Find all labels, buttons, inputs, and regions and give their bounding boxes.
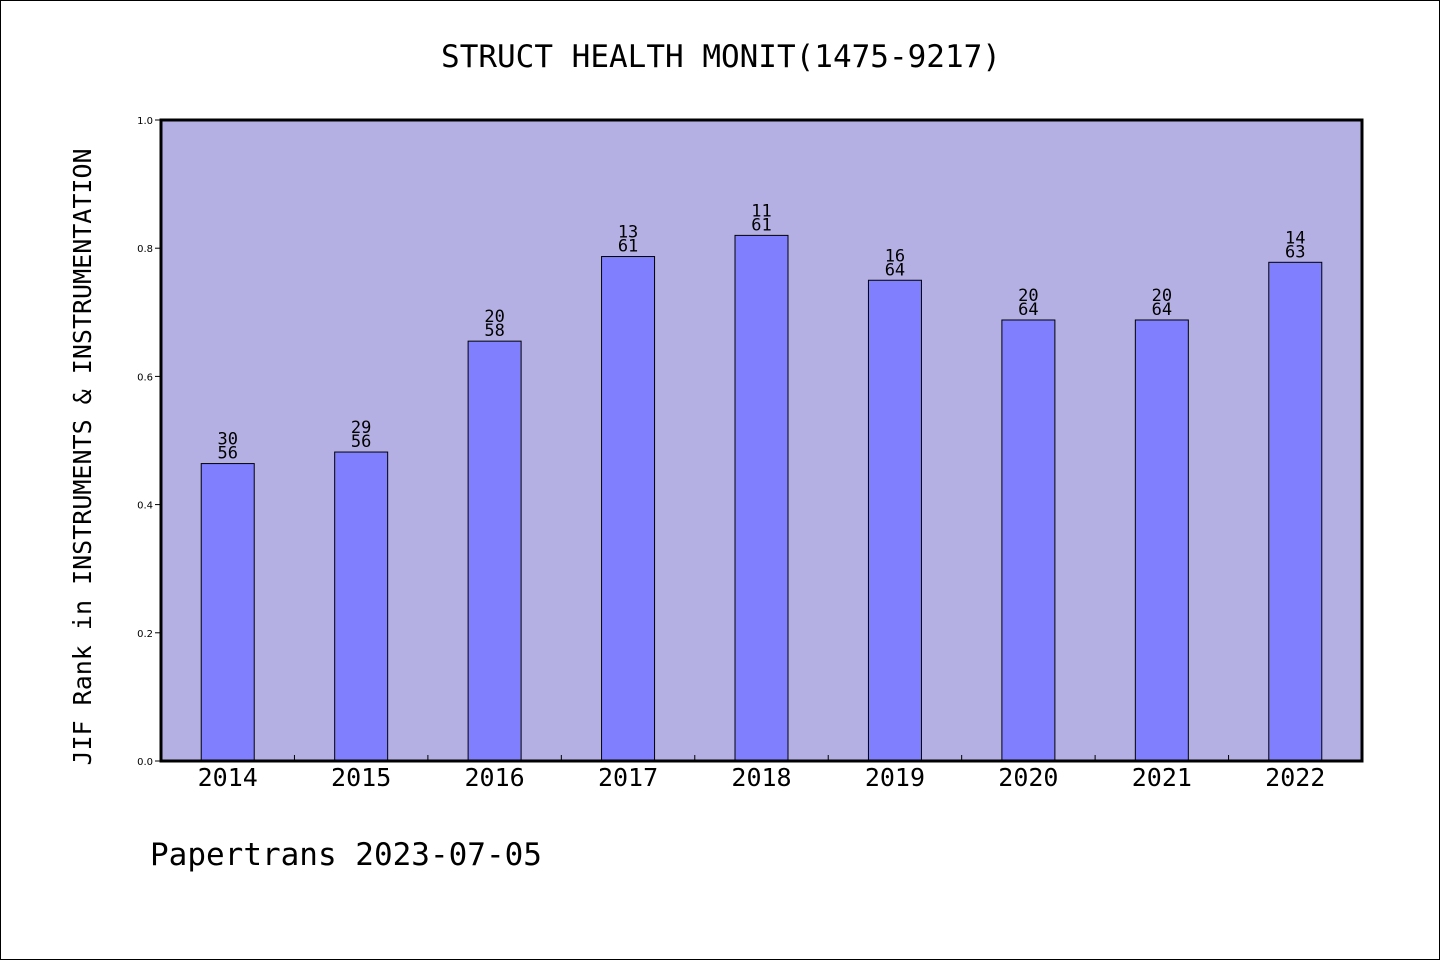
bar-2020 [1001,319,1056,762]
y-tick-label: 0.6 [137,372,153,383]
bar-2019 [867,279,922,762]
data-label-total: 61 [751,215,771,235]
data-label-rank: 13 [618,223,638,243]
data-label-rank: 16 [885,246,905,266]
data-label-rank: 20 [484,307,504,327]
y-axis-tick-labels: 0.0 0.2 0.4 0.6 0.8 1.0 [137,116,153,768]
bar-2021 [1134,319,1189,762]
x-tick-label: 2017 [598,763,658,792]
bar-2016 [467,340,522,762]
data-label-rank: 20 [1018,286,1038,306]
footer-text: Papertrans 2023-07-05 [150,837,542,873]
data-label-total: 58 [484,321,504,341]
y-tick-label: 1.0 [137,116,153,127]
plot-frame [159,118,1364,763]
data-label-total: 56 [217,444,237,464]
data-label-total: 63 [1285,242,1305,262]
x-tick-label: 2014 [198,763,258,792]
chart-title: STRUCT HEALTH MONIT(1475-9217) [441,39,1001,75]
y-tick-label: 0.0 [137,757,153,768]
data-label-rank: 20 [1152,286,1172,306]
data-label-total: 64 [885,260,905,280]
bar-2015 [334,451,389,762]
data-label-rank: 11 [751,201,771,221]
x-tick-label: 2019 [865,763,925,792]
x-tick-label: 2020 [998,763,1058,792]
x-axis-tick-labels: 2014 2015 2016 2017 2018 2019 2020 2021 2022 [198,763,1326,792]
data-label-total: 61 [618,237,638,257]
bar-2017 [601,256,656,762]
x-tick-label: 2021 [1132,763,1192,792]
x-tick-label: 2016 [465,763,525,792]
data-label-rank: 29 [351,418,371,438]
bar-2018 [734,234,789,762]
data-label-total: 64 [1018,300,1038,320]
y-tick-label: 0.2 [137,629,153,640]
y-tick-label: 0.8 [137,244,153,255]
x-tick-label: 2022 [1265,763,1325,792]
x-tick-label: 2018 [731,763,791,792]
x-tick-label: 2015 [331,763,391,792]
y-axis-label: JIF Rank in INSTRUMENTS & INSTRUMENTATIO… [68,148,97,765]
bar-2014 [200,463,255,762]
bars [200,234,1323,762]
data-label-total: 56 [351,432,371,452]
bar-2022 [1268,261,1323,762]
data-label-rank: 14 [1285,228,1305,248]
data-label-rank: 30 [217,430,237,450]
data-label-total: 64 [1152,300,1172,320]
y-tick-label: 0.4 [137,501,153,512]
